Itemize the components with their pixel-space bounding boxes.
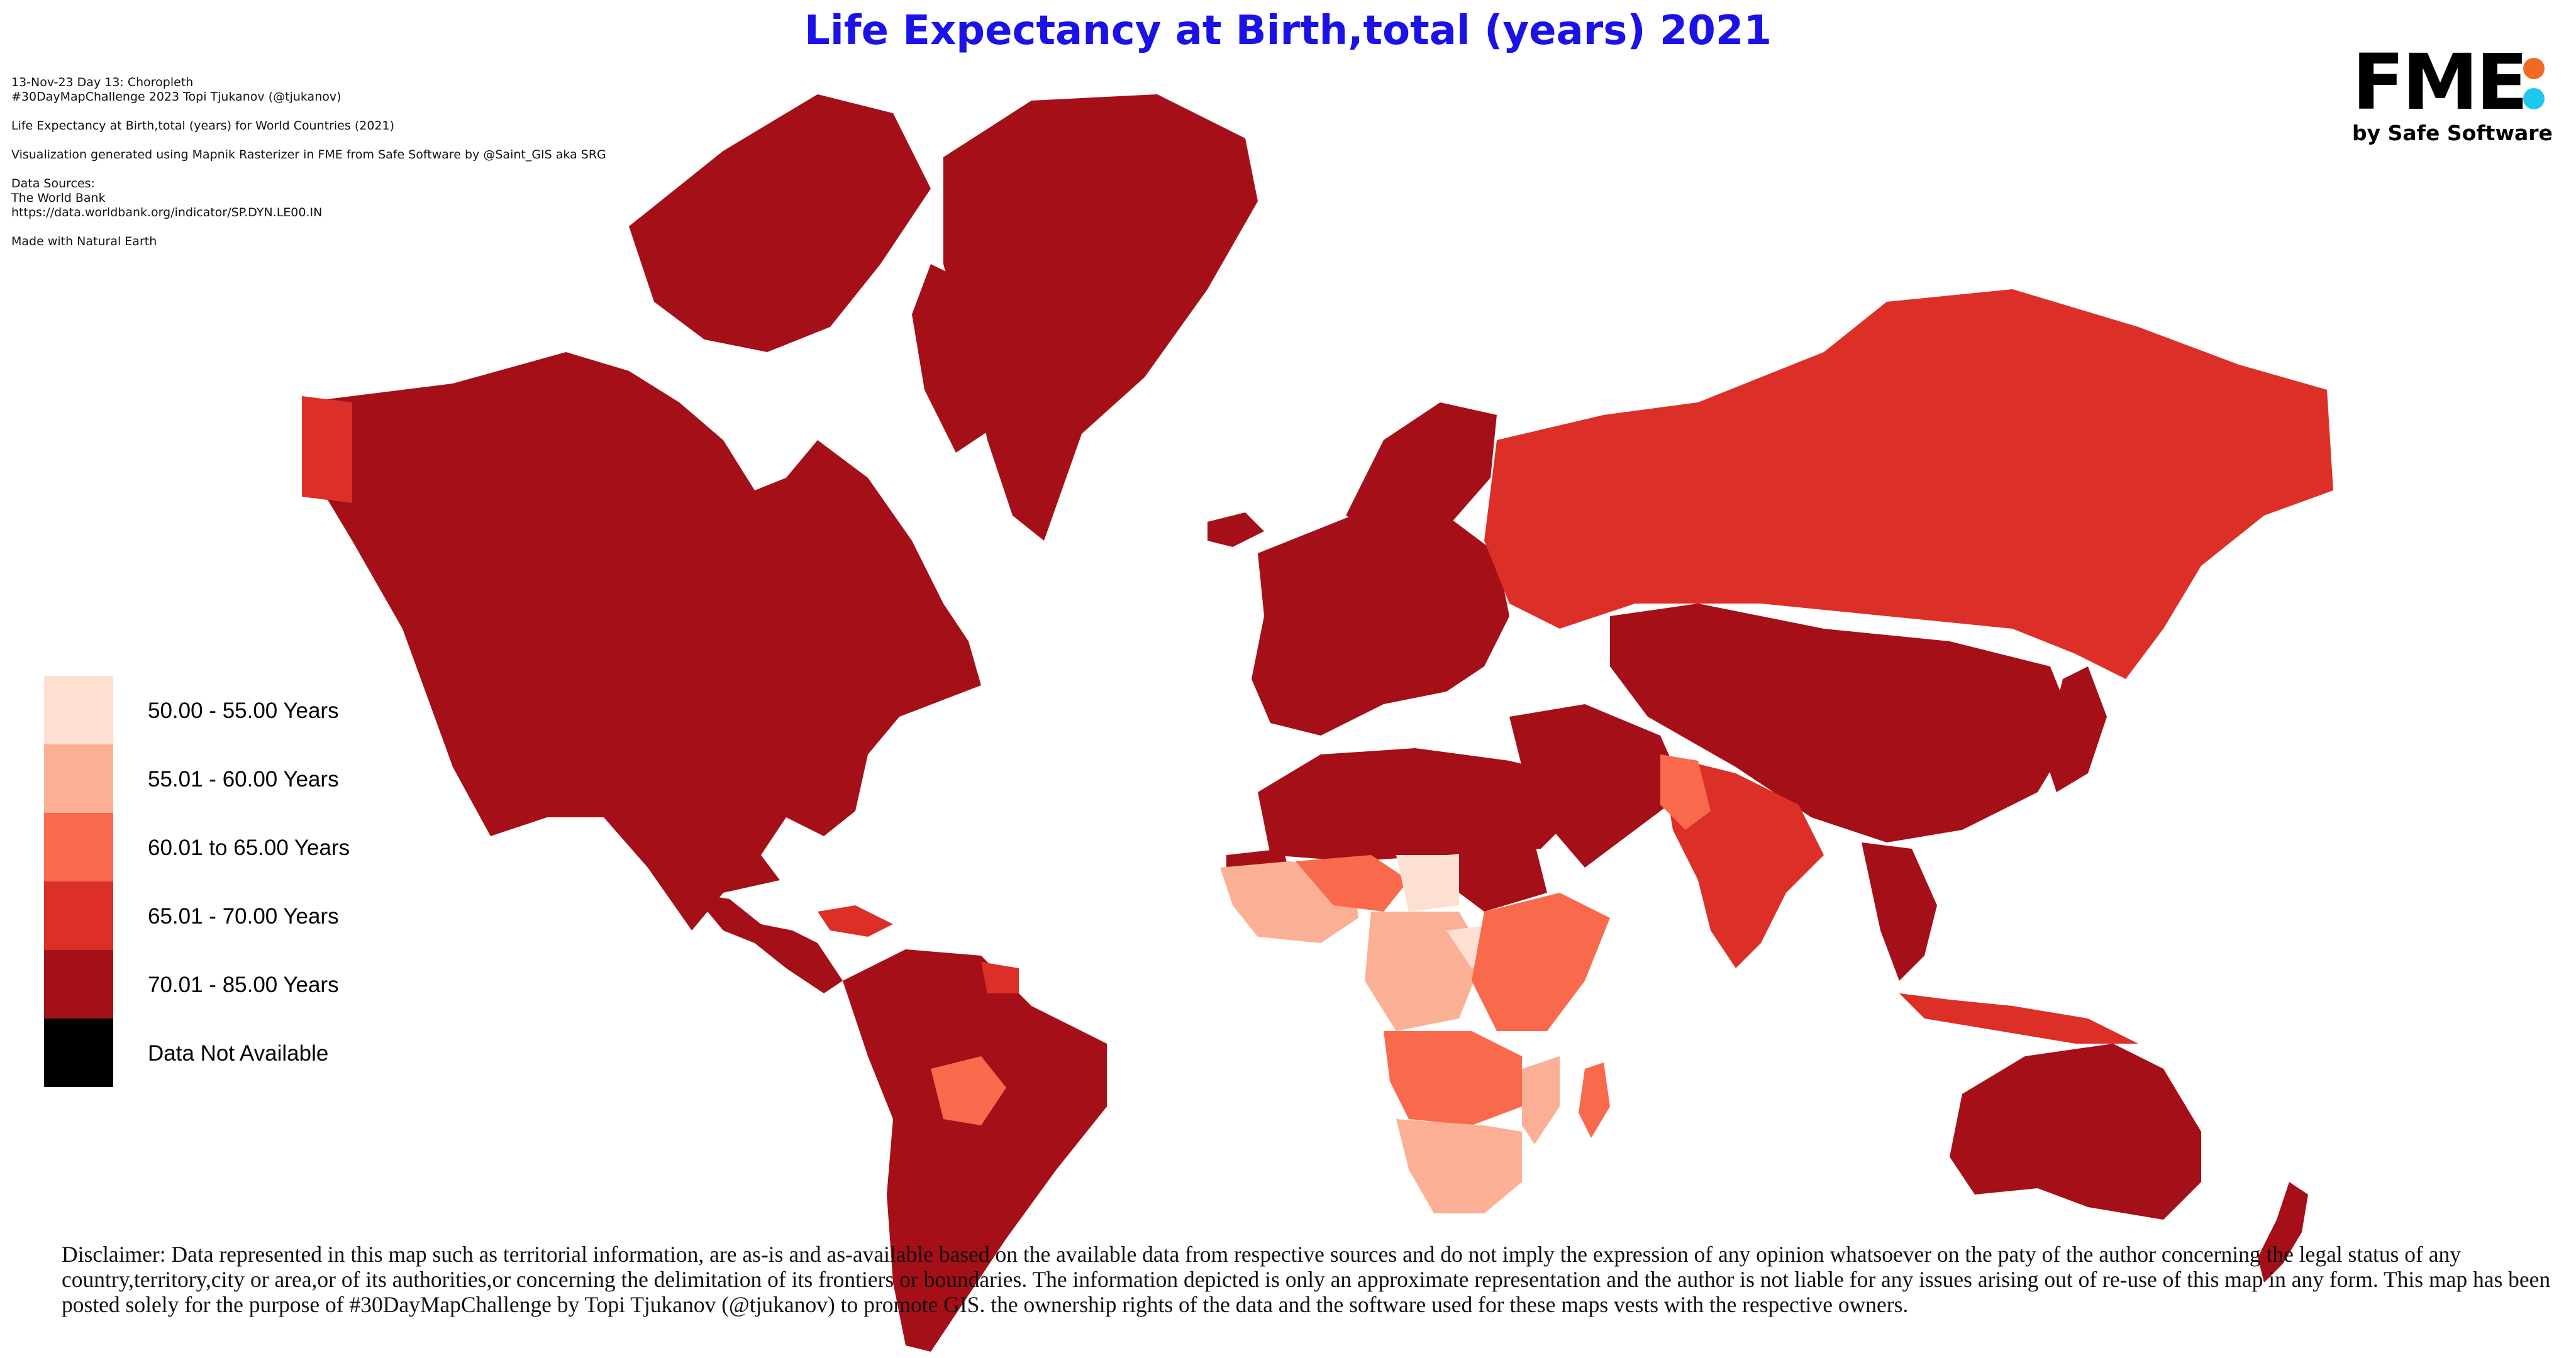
meta-visualization-credit: Visualization generated using Mapnik Ras…: [11, 148, 606, 162]
legend-swatch: [44, 744, 113, 813]
british-isles: [1264, 585, 1308, 654]
sudan-region: [1459, 842, 1547, 912]
legend-label: Data Not Available: [148, 1041, 329, 1066]
arctic-archipelago: [629, 94, 931, 352]
south-america-landmass: [843, 949, 1107, 1352]
legend-item: 55.01 - 60.00 Years: [44, 744, 421, 813]
fme-logo-wordmark: FME: [2352, 38, 2528, 127]
legend-label: 65.01 - 70.00 Years: [148, 904, 339, 929]
japan: [2044, 666, 2107, 792]
fme-logo-cyan-dot: [2523, 88, 2545, 109]
scandinavia: [1346, 402, 1497, 541]
southeast-asia: [1862, 842, 1937, 981]
fme-logo-subtitle: by Safe Software: [2352, 121, 2553, 145]
legend-swatch: [44, 1018, 113, 1087]
sahel-west: [1296, 855, 1409, 912]
map-title: Life Expectancy at Birth,total (years) 2…: [804, 8, 1772, 54]
meta-natural-earth-credit: Made with Natural Earth: [11, 235, 157, 248]
disclaimer-text: Disclaimer: Data represented in this map…: [62, 1242, 2551, 1317]
central-america: [692, 893, 843, 993]
legend-swatch: [44, 950, 113, 1018]
angola-zambia: [1384, 1031, 1522, 1125]
north-africa: [1258, 748, 1572, 861]
alaska: [302, 396, 352, 503]
east-africa: [1472, 893, 1610, 1031]
australia: [1950, 1044, 2201, 1220]
legend-item: 60.01 to 65.00 Years: [44, 813, 421, 881]
indonesia: [1899, 993, 2138, 1044]
fme-logo: FME by Safe Software: [2352, 44, 2566, 151]
meta-challenge-day: 13-Nov-23 Day 13: Choropleth: [11, 75, 194, 89]
legend-swatch: [44, 881, 113, 950]
legend-swatch: [44, 813, 113, 881]
caribbean-islands: [818, 905, 893, 937]
legend-label: 60.01 to 65.00 Years: [148, 836, 350, 860]
north-america-landmass: [302, 352, 981, 930]
meta-data-source-url: https://data.worldbank.org/indicator/SP.…: [11, 206, 323, 219]
meta-data-sources-heading: Data Sources:: [11, 177, 95, 190]
legend-item: 50.00 - 55.00 Years: [44, 676, 421, 744]
new-zealand: [2258, 1182, 2308, 1283]
europe-landmass: [1252, 503, 1509, 736]
legend-item: Data Not Available: [44, 1018, 421, 1087]
legend-label: 70.01 - 85.00 Years: [148, 973, 339, 997]
iceland: [1208, 512, 1264, 547]
meta-description: Life Expectancy at Birth,total (years) f…: [11, 119, 394, 133]
russia: [1484, 289, 2333, 679]
pakistan: [1660, 754, 1711, 830]
meta-challenge-author: #30DayMapChallenge 2023 Topi Tjukanov (@…: [11, 90, 341, 104]
chad-region: [1396, 855, 1459, 912]
southern-africa: [1396, 1119, 1522, 1213]
legend-label: 50.00 - 55.00 Years: [148, 698, 339, 723]
central-asia-china: [1610, 604, 2075, 842]
greenland: [943, 94, 1258, 541]
legend-item: 65.01 - 70.00 Years: [44, 881, 421, 950]
legend-item: 70.01 - 85.00 Years: [44, 950, 421, 1018]
legend-label: 55.01 - 60.00 Years: [148, 767, 339, 792]
legend-swatch: [44, 676, 113, 744]
bolivia: [931, 1056, 1006, 1125]
guyana-region: [981, 962, 1019, 993]
middle-east: [1509, 704, 1685, 868]
fme-logo-orange-dot: [2523, 58, 2545, 79]
map-legend: 50.00 - 55.00 Years 55.01 - 60.00 Years …: [44, 676, 421, 1087]
madagascar: [1579, 1063, 1610, 1138]
mozambique: [1522, 1056, 1560, 1144]
map-metadata: 13-Nov-23 Day 13: Choropleth #30DayMapCh…: [11, 75, 766, 249]
meta-data-source-name: The World Bank: [11, 191, 106, 205]
